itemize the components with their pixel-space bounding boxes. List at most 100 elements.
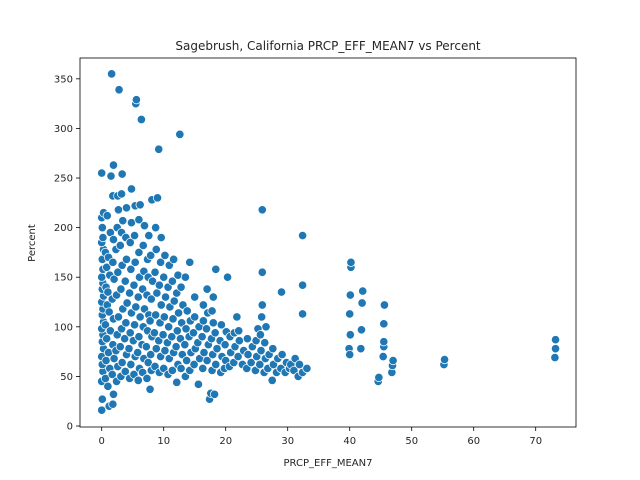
data-point — [233, 351, 243, 362]
data-point — [101, 355, 111, 366]
data-point — [346, 257, 356, 267]
data-point — [116, 189, 127, 199]
y-tick-label: 250 — [54, 174, 73, 185]
data-point — [164, 322, 174, 332]
data-point — [267, 375, 277, 385]
data-point — [106, 171, 116, 181]
data-point — [255, 359, 265, 370]
y-tick-label: 50 — [60, 372, 73, 383]
data-point — [198, 363, 208, 374]
data-point — [125, 328, 135, 338]
data-point — [234, 336, 244, 346]
data-point — [374, 372, 384, 382]
data-point — [154, 144, 164, 154]
data-point — [220, 340, 230, 350]
data-point — [98, 232, 108, 243]
data-point — [130, 257, 140, 267]
data-point — [378, 351, 388, 362]
data-point — [152, 288, 162, 298]
y-tick-label: 100 — [54, 322, 73, 333]
data-point — [356, 344, 366, 354]
data-point — [156, 300, 166, 310]
data-point — [151, 344, 161, 354]
data-point — [126, 184, 137, 194]
data-point — [298, 280, 308, 290]
data-point — [169, 296, 179, 306]
data-point — [159, 312, 169, 322]
data-point — [102, 211, 112, 221]
x-tick-label: 60 — [467, 436, 480, 447]
data-point — [356, 325, 367, 335]
data-point — [113, 312, 124, 322]
data-point — [147, 276, 158, 286]
data-point — [129, 280, 139, 290]
data-point — [133, 375, 143, 385]
data-point — [131, 302, 141, 312]
data-point — [134, 215, 144, 225]
data-point — [131, 95, 141, 105]
data-point — [209, 389, 220, 399]
data-point — [108, 160, 119, 170]
data-point — [182, 355, 192, 366]
data-point — [172, 377, 182, 387]
data-point — [115, 342, 125, 352]
data-point — [188, 328, 199, 338]
data-point — [160, 292, 171, 302]
data-point — [167, 332, 177, 342]
data-point — [97, 168, 107, 178]
data-point — [167, 276, 177, 286]
data-point — [107, 369, 117, 380]
data-point — [160, 250, 170, 260]
data-point — [302, 363, 312, 374]
data-point — [550, 352, 560, 363]
data-point — [550, 335, 561, 345]
data-point — [109, 353, 119, 364]
data-point — [172, 326, 182, 336]
data-point — [104, 307, 114, 317]
data-point — [167, 365, 177, 376]
data-point — [246, 357, 256, 368]
data-point — [298, 230, 308, 241]
data-point — [118, 216, 128, 226]
data-point — [97, 223, 107, 233]
data-point — [113, 205, 124, 215]
data-point — [145, 384, 155, 394]
x-tick-label: 50 — [405, 436, 418, 447]
data-point — [190, 292, 200, 302]
data-point — [277, 350, 287, 360]
data-point — [257, 267, 267, 277]
data-point — [185, 257, 195, 267]
data-point — [138, 240, 148, 251]
y-tick-label: 200 — [54, 223, 73, 234]
data-point — [126, 359, 136, 370]
data-point — [181, 324, 191, 334]
plot-area — [79, 57, 577, 428]
data-point — [97, 272, 107, 282]
data-point — [129, 320, 140, 330]
data-point — [114, 85, 124, 95]
data-point — [298, 309, 308, 319]
data-point — [124, 344, 134, 354]
data-point — [135, 312, 145, 322]
x-tick-label: 30 — [281, 436, 294, 447]
data-point — [550, 344, 561, 354]
y-axis: 0 50 100 150 200 250 300 350 — [54, 74, 80, 433]
x-tick-label: 20 — [219, 436, 232, 447]
data-point — [268, 344, 278, 354]
data-point — [439, 354, 450, 365]
y-tick-label: 300 — [54, 124, 73, 135]
data-point — [125, 288, 135, 298]
data-point — [108, 399, 118, 409]
data-point — [207, 306, 217, 316]
data-point — [151, 244, 161, 255]
data-point — [146, 250, 156, 260]
data-point — [150, 267, 160, 277]
data-point — [139, 221, 150, 231]
x-tick-label: 40 — [343, 436, 356, 447]
data-point — [141, 342, 151, 352]
data-point — [129, 230, 140, 241]
data-point — [171, 342, 181, 352]
data-point — [173, 270, 183, 280]
data-point — [180, 272, 190, 282]
